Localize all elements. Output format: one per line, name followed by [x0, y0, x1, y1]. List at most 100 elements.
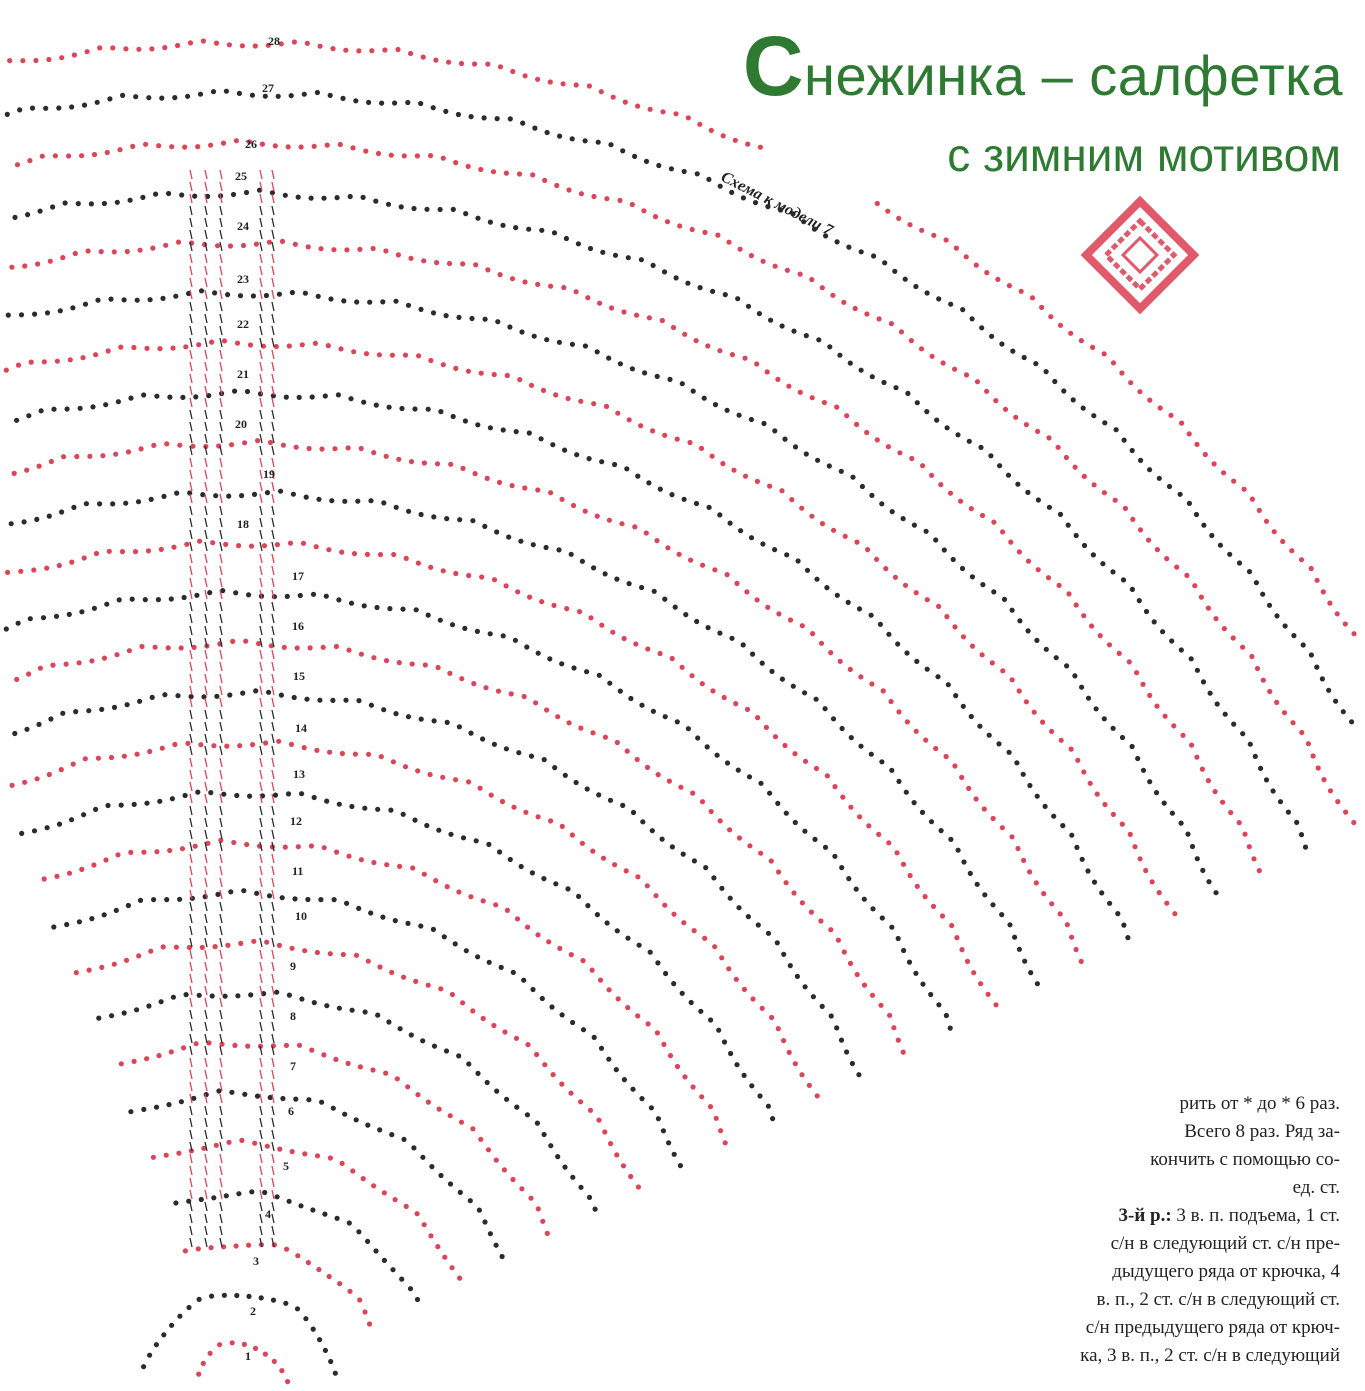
stitch — [909, 338, 914, 343]
stitch — [233, 590, 238, 595]
stitch — [221, 141, 226, 146]
stitch-post — [260, 278, 262, 287]
stitch — [230, 639, 235, 644]
stitch — [535, 1121, 540, 1126]
stitch — [801, 219, 806, 224]
stitch-post — [190, 722, 192, 731]
stitch — [329, 498, 334, 503]
stitch — [435, 461, 440, 466]
stitch — [970, 574, 975, 579]
stitch — [904, 790, 909, 795]
stitch — [775, 377, 780, 382]
stitch — [650, 828, 655, 833]
stitch — [767, 484, 772, 489]
stitch — [1150, 879, 1155, 884]
stitch — [682, 169, 687, 174]
stitch — [1158, 405, 1163, 410]
row-number: 4 — [265, 1207, 271, 1221]
stitch — [890, 509, 895, 514]
stitch — [408, 256, 413, 261]
stitch-post — [272, 326, 274, 335]
stitch — [402, 153, 407, 158]
stitch — [561, 285, 566, 290]
stitch — [359, 857, 364, 862]
stitch — [606, 356, 611, 361]
stitch — [1007, 922, 1012, 927]
stitch — [824, 585, 829, 590]
stitch-post — [220, 734, 222, 743]
stitch — [26, 413, 31, 418]
stitch — [435, 1244, 440, 1249]
row-number: 23 — [237, 272, 249, 286]
stitch-post — [260, 758, 262, 767]
stitch — [278, 489, 283, 494]
stitch — [1200, 868, 1205, 873]
stitch — [523, 73, 528, 78]
stitch — [522, 279, 527, 284]
stitch — [54, 614, 59, 619]
stitch — [389, 970, 394, 975]
stitch-post — [220, 650, 222, 659]
stitch — [717, 631, 722, 636]
stitch — [236, 543, 241, 548]
stitch — [86, 248, 91, 253]
stitch — [86, 708, 91, 713]
stitch-post — [190, 542, 192, 551]
stitch-post — [190, 818, 192, 827]
stitch — [553, 392, 558, 397]
stitch — [515, 589, 520, 594]
stitch — [743, 474, 748, 479]
stitch — [369, 48, 374, 53]
stitch — [174, 945, 179, 950]
stitch-post — [272, 1214, 274, 1223]
stitch — [112, 962, 117, 967]
stitch — [1258, 766, 1263, 771]
stitch — [556, 547, 561, 552]
stitch-post — [205, 566, 207, 575]
stitch — [952, 624, 957, 629]
stitch-post — [260, 506, 262, 515]
stitch — [520, 121, 525, 126]
stitch — [627, 417, 632, 422]
stitch — [506, 534, 511, 539]
stitch — [390, 353, 395, 358]
stitch — [886, 444, 891, 449]
stitch-post — [220, 674, 222, 683]
stitch — [453, 777, 458, 782]
stitch — [960, 566, 965, 571]
stitch — [19, 312, 24, 317]
stitch — [809, 514, 814, 519]
stitch — [925, 290, 930, 295]
stitch-post — [205, 962, 207, 971]
stitch — [944, 1013, 949, 1018]
stitch-post — [205, 1166, 207, 1175]
stitch-post — [220, 170, 222, 179]
stitch — [561, 81, 566, 86]
stitch — [1080, 857, 1085, 862]
stitch — [1299, 557, 1304, 562]
stitch — [335, 195, 340, 200]
stitch — [37, 464, 42, 469]
stitch — [317, 698, 322, 703]
stitch — [685, 281, 690, 286]
stitch — [984, 270, 989, 275]
stitch — [951, 557, 956, 562]
stitch — [700, 681, 705, 686]
stitch — [511, 805, 516, 810]
stitch — [886, 632, 891, 637]
stitch — [466, 573, 471, 578]
stitch — [1088, 781, 1093, 786]
stitch — [1089, 623, 1094, 628]
stitch — [562, 1165, 567, 1170]
stitch — [312, 144, 317, 149]
stitch — [844, 1049, 849, 1054]
stitch — [750, 652, 755, 657]
stitch — [466, 369, 471, 374]
stitch-post — [272, 506, 274, 515]
stitch — [536, 651, 541, 656]
stitch — [1114, 427, 1119, 432]
stitch — [895, 641, 900, 646]
stitch — [115, 852, 120, 857]
stitch — [536, 1206, 541, 1211]
stitch — [35, 776, 40, 781]
